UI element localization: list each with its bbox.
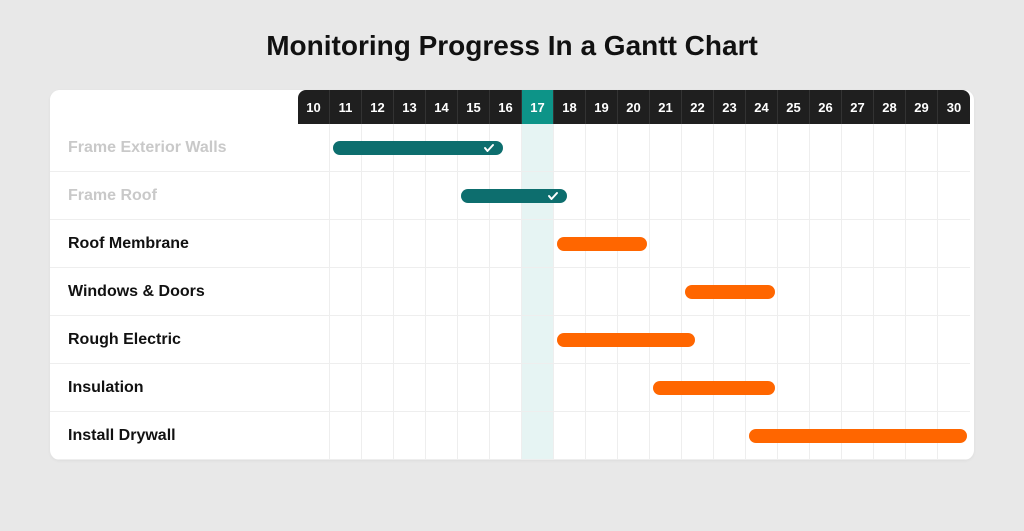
header-day: 28 [874,90,906,124]
task-label: Install Drywall [50,412,298,460]
check-icon [483,142,495,154]
gantt-chart: 1011121314151617181920212223242526272829… [50,90,974,460]
header-day: 15 [458,90,490,124]
task-label: Rough Electric [50,316,298,364]
task-bar-completed [461,189,567,203]
header-day: 21 [650,90,682,124]
header-day: 24 [746,90,778,124]
check-icon [547,190,559,202]
header-day: 30 [938,90,970,124]
header-day: 26 [810,90,842,124]
header-day-current: 17 [522,90,554,124]
header-day: 27 [842,90,874,124]
header-day: 25 [778,90,810,124]
header-day: 10 [298,90,330,124]
header-day: 14 [426,90,458,124]
header-day: 13 [394,90,426,124]
header-day: 29 [906,90,938,124]
header-blank [50,90,298,124]
header-day: 23 [714,90,746,124]
header-day: 20 [618,90,650,124]
task-track [298,316,970,364]
task-track [298,220,970,268]
task-bar [557,333,695,347]
chart-title: Monitoring Progress In a Gantt Chart [50,30,974,62]
task-track [298,124,970,172]
task-track [298,364,970,412]
task-label: Frame Exterior Walls [50,124,298,172]
header-day: 11 [330,90,362,124]
header-day: 19 [586,90,618,124]
task-bar [749,429,967,443]
header-day: 16 [490,90,522,124]
task-label: Windows & Doors [50,268,298,316]
task-track [298,172,970,220]
task-bar [557,237,647,251]
task-bar-completed [333,141,503,155]
task-label: Frame Roof [50,172,298,220]
header-day: 12 [362,90,394,124]
task-label: Insulation [50,364,298,412]
task-bar [653,381,775,395]
header-day: 18 [554,90,586,124]
task-bar [685,285,775,299]
task-track [298,412,970,460]
task-track [298,268,970,316]
task-label: Roof Membrane [50,220,298,268]
header-day: 22 [682,90,714,124]
